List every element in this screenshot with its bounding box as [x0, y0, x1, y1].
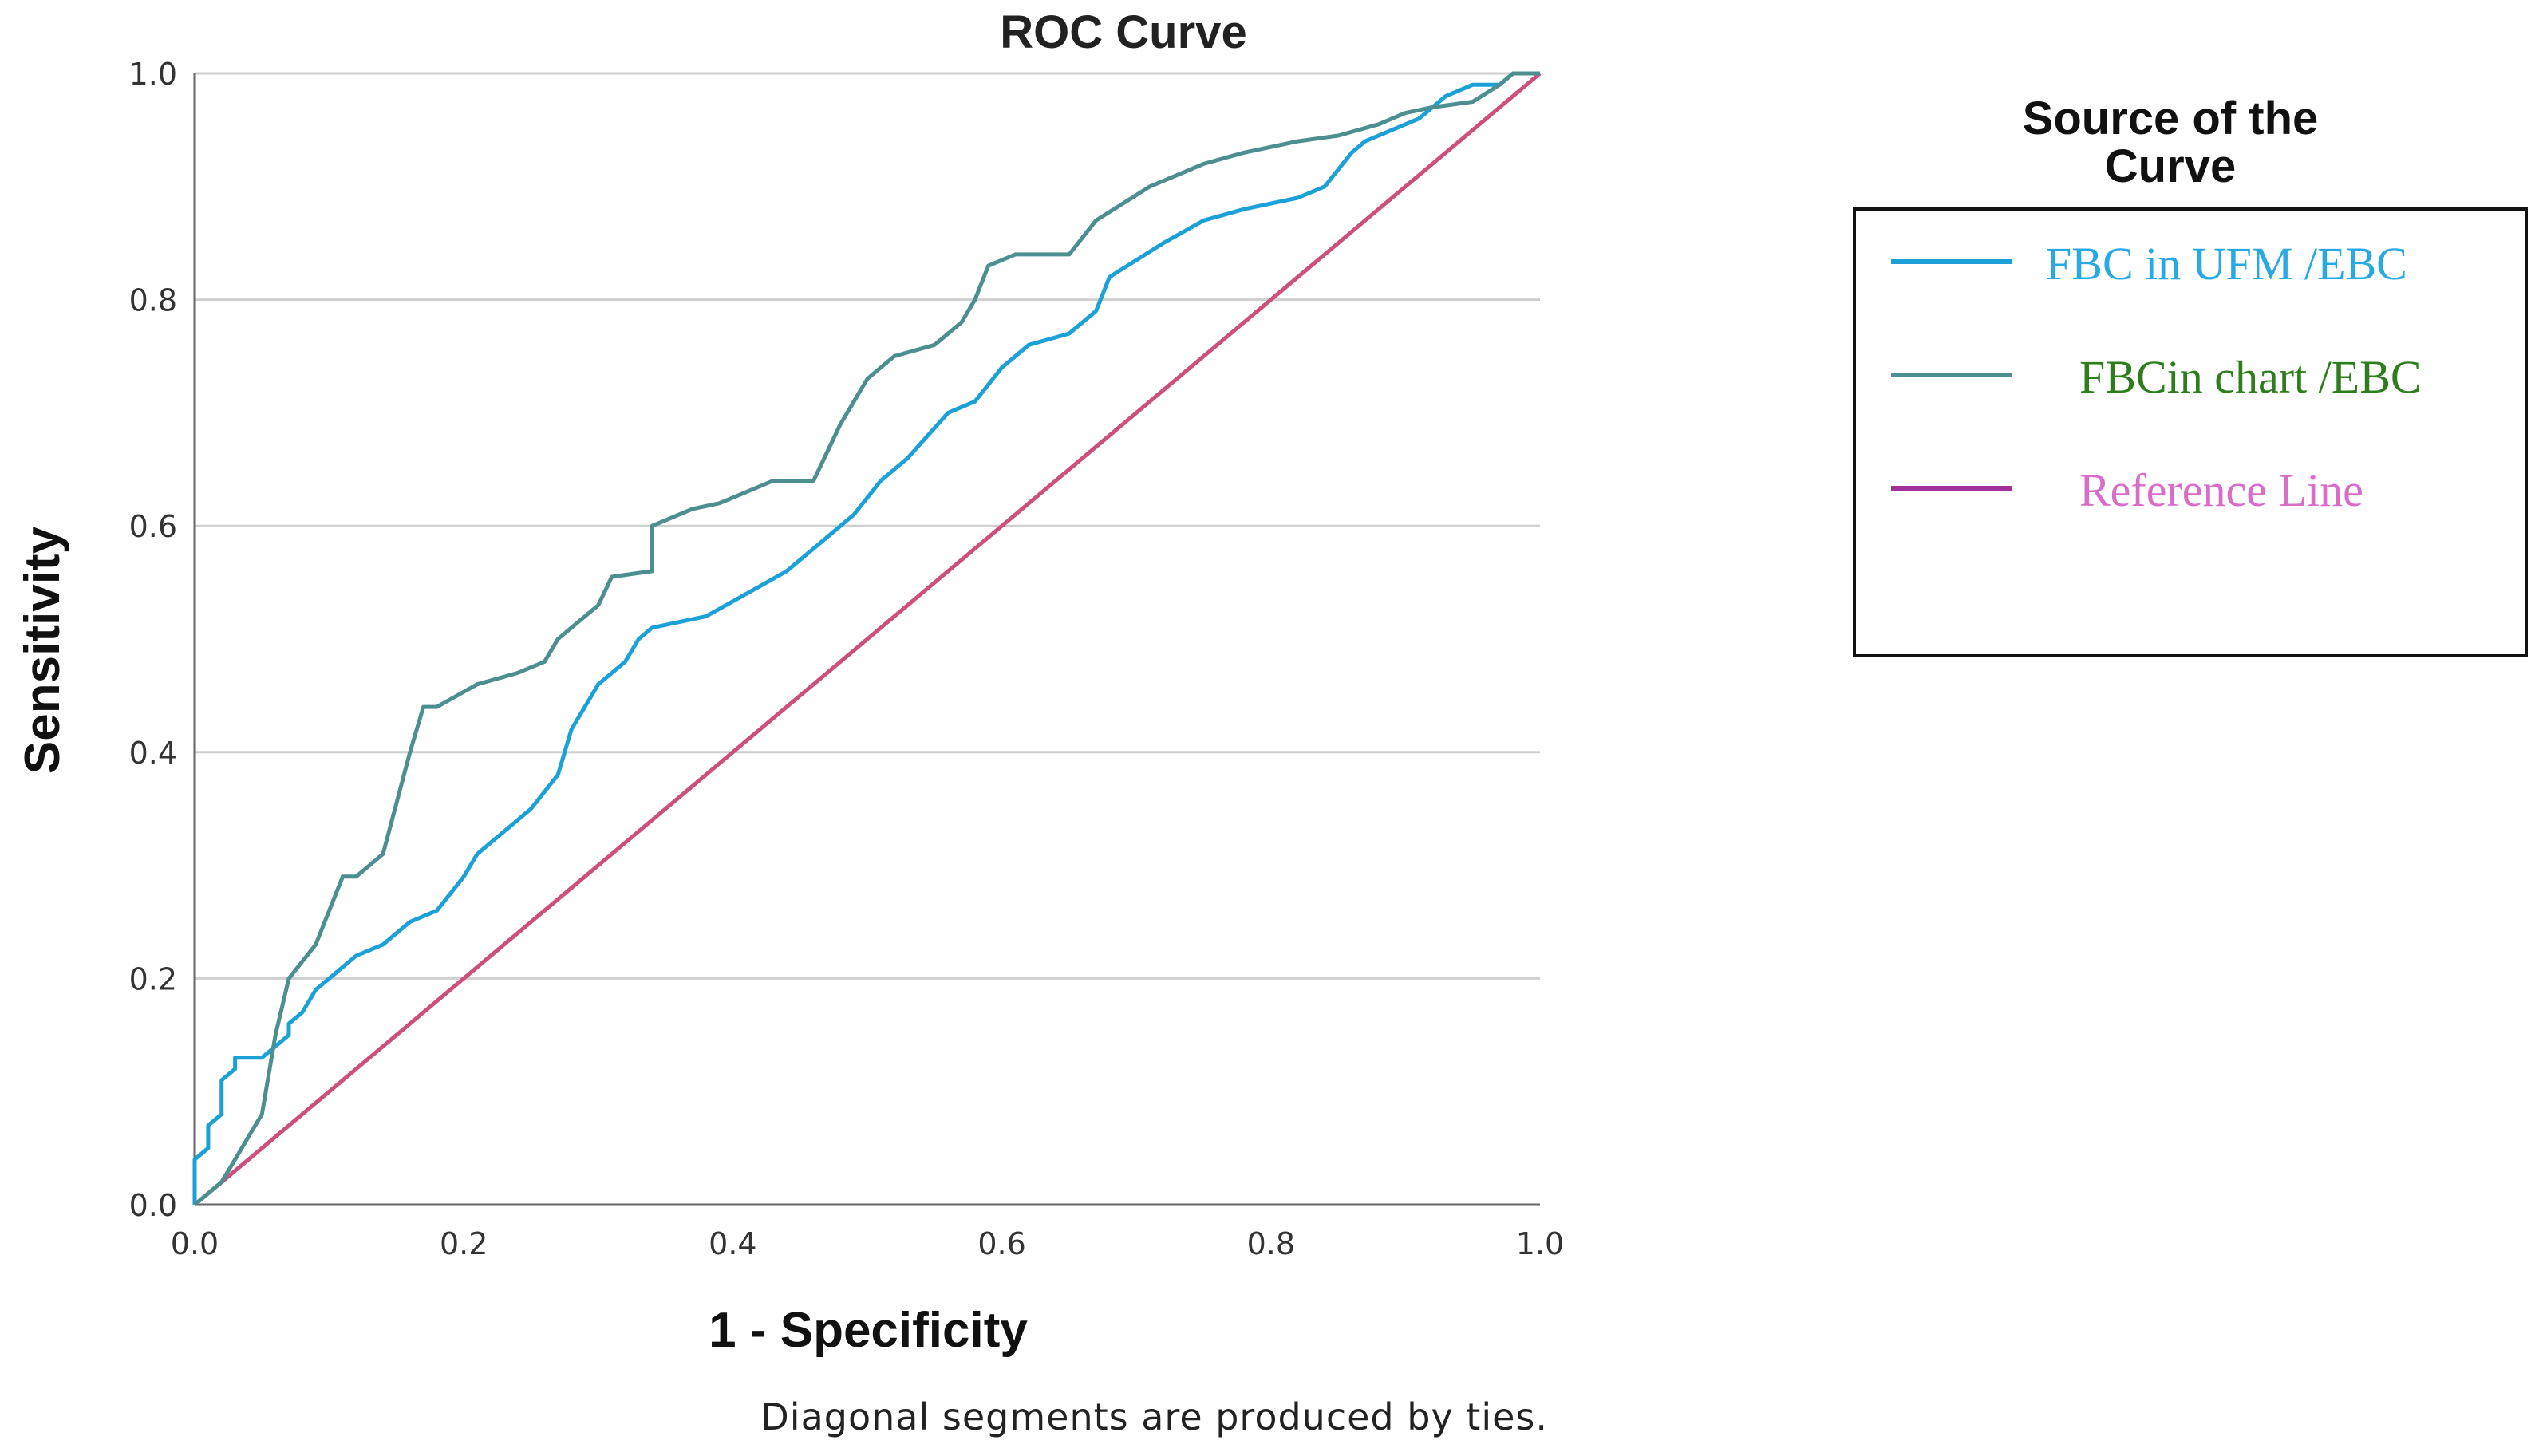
- y-tick-labels: 0.0 0.2 0.4 0.6 0.8 1.0: [129, 57, 177, 1223]
- series-line-fbc-in-ufm-ebc: [192, 71, 1540, 1205]
- legend-label-fbc-in-ufm-ebc: FBC in UFM /EBC: [2046, 238, 2407, 290]
- x-tick-labels: 0.0 0.2 0.4 0.6 0.8 1.0: [171, 1226, 1564, 1261]
- grid-lines: [195, 72, 1540, 980]
- y-tick-label: 0.0: [129, 1188, 177, 1223]
- series-line-reference-line: [193, 72, 1542, 1206]
- y-axis-label: Sensitivity: [15, 526, 70, 774]
- roc-series: [192, 71, 1542, 1206]
- legend-title-line2: Curve: [2105, 140, 2236, 192]
- x-tick-label: 0.4: [709, 1226, 756, 1261]
- legend-title-line1: Source of the: [2023, 93, 2319, 144]
- series-line-fbcin-chart-ebc: [193, 71, 1540, 1206]
- legend: Source of the Curve FBC in UFM /EBC FBCin…: [1853, 93, 2528, 657]
- x-tick-label: 0.8: [1247, 1226, 1295, 1261]
- y-tick-label: 0.6: [129, 509, 177, 544]
- legend-items: FBC in UFM /EBC FBCin chart /EBC Reference…: [1891, 238, 2422, 516]
- legend-label-fbcin-chart-ebc: FBCin chart /EBC: [2079, 351, 2422, 403]
- x-tick-label: 0.2: [440, 1226, 488, 1261]
- x-axis-label: 1 - Specificity: [709, 1303, 1028, 1358]
- x-tick-label: 0.6: [977, 1226, 1025, 1261]
- footnote: Diagonal segments are produced by ties.: [760, 1395, 1548, 1438]
- x-tick-label: 0.0: [171, 1226, 219, 1261]
- y-tick-label: 1.0: [129, 57, 177, 92]
- y-tick-label: 0.4: [129, 736, 177, 771]
- y-tick-label: 0.8: [129, 283, 177, 318]
- legend-box: [1853, 207, 2528, 657]
- legend-label-reference-line: Reference Line: [2079, 464, 2363, 516]
- x-tick-label: 1.0: [1516, 1226, 1564, 1261]
- chart-title: ROC Curve: [1000, 6, 1246, 58]
- y-tick-label: 0.2: [129, 961, 177, 996]
